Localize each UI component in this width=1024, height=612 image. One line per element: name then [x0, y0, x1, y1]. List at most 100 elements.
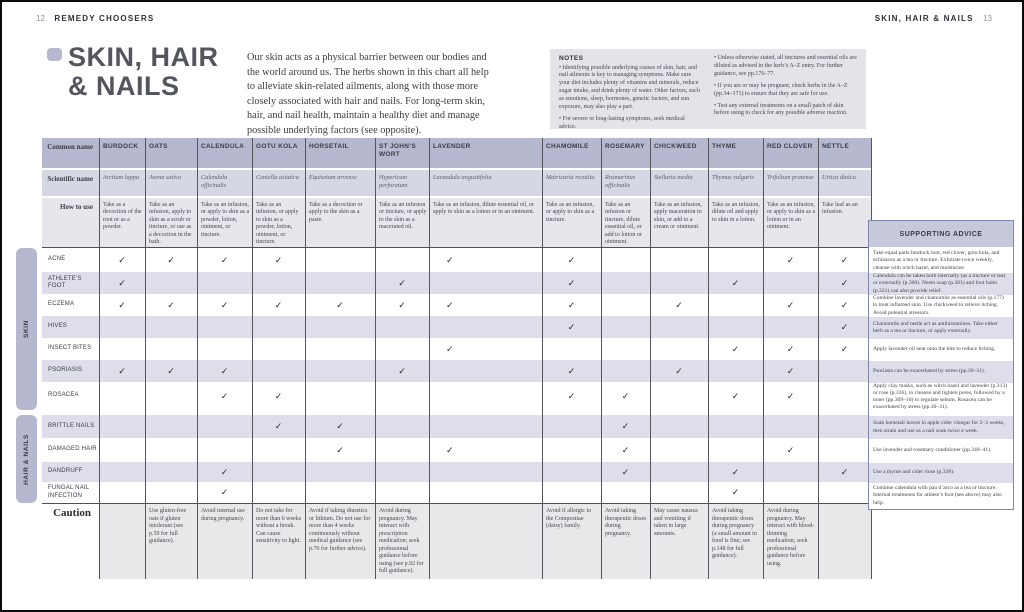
scientific-name-calendula: Calendula officinalis [201, 174, 228, 189]
check-mark-icon: ✓ [621, 466, 630, 477]
check-cell-nettle: ✓ [818, 248, 871, 272]
check-cell-chamomile [542, 438, 601, 462]
check-cell-chickweed [650, 316, 708, 338]
column-separator [252, 138, 253, 579]
herb-name-oats: OATS [149, 143, 168, 150]
check-cell-calendula: ✓ [197, 382, 252, 410]
check-cell-thyme [708, 316, 763, 338]
check-cell-gotu-kola [252, 438, 305, 462]
advice-row: Calendula can be taken both internally (… [869, 273, 1013, 295]
check-cell-oats [145, 482, 197, 503]
check-cell-st-johns-wort [375, 338, 429, 360]
advice-row: Combine calendula with pau d’arco as a t… [869, 483, 1013, 509]
column-separator [542, 138, 543, 579]
check-cell-thyme: ✓ [708, 272, 763, 294]
check-cell-chickweed [650, 438, 708, 462]
caution-row: Caution Use gluten-free oats if gluten in… [42, 504, 871, 579]
column-separator [197, 138, 198, 579]
header-row-how-to-use: How to use Take as a decoction of the roo… [42, 198, 871, 247]
check-cell-thyme: ✓ [708, 382, 763, 410]
check-cell-horsetail [305, 272, 375, 294]
check-mark-icon: ✓ [118, 254, 126, 265]
check-cell-horsetail: ✓ [305, 294, 375, 316]
check-cell-nettle [818, 360, 871, 382]
check-cell-calendula: ✓ [197, 482, 252, 503]
column-separator [305, 138, 306, 579]
check-cell-st-johns-wort [375, 316, 429, 338]
check-cell-oats: ✓ [145, 248, 197, 272]
row-label-caution: Caution [42, 504, 99, 579]
check-mark-icon: ✓ [220, 390, 229, 401]
check-cell-lavender [429, 415, 542, 438]
page-title-line2: & NAILS [68, 71, 180, 102]
check-cell-gotu-kola: ✓ [252, 294, 305, 316]
check-cell-horsetail [305, 462, 375, 482]
supporting-advice-heading: SUPPORTING ADVICE [869, 221, 1013, 247]
check-cell-chickweed [650, 415, 708, 438]
page-number-right: 13 [983, 14, 992, 23]
page-title-line1: SKIN, HAIR [68, 42, 219, 72]
check-cell-chamomile: ✓ [542, 294, 601, 316]
check-cell-burdock [99, 462, 145, 482]
advice-row: Use lavender and rosemary conditioner (p… [869, 439, 1013, 463]
check-cell-horsetail [305, 360, 375, 382]
check-mark-icon: ✓ [118, 299, 126, 310]
check-cell-rosemary [601, 294, 650, 316]
scientific-name-lavender: Lavandula angustifolia [433, 174, 492, 181]
group-label-hair-nails: HAIR & NAILS [16, 415, 37, 503]
check-cell-chickweed [650, 272, 708, 294]
check-cell-chamomile: ✓ [542, 360, 601, 382]
check-mark-icon: ✓ [220, 254, 229, 265]
check-cell-red-clover [763, 415, 818, 438]
check-mark-icon: ✓ [274, 299, 283, 310]
check-cell-lavender [429, 360, 542, 382]
check-cell-lavender: ✓ [429, 338, 542, 360]
caution-lavender [429, 504, 542, 579]
check-cell-gotu-kola [252, 482, 305, 503]
check-cell-rosemary: ✓ [601, 382, 650, 410]
check-cell-st-johns-wort [375, 415, 429, 438]
check-cell-burdock [99, 415, 145, 438]
table-row-acne: ACNE ✓ ✓ ✓ ✓ ✓ ✓ ✓ ✓ [42, 248, 871, 272]
check-mark-icon: ✓ [786, 365, 795, 376]
check-cell-red-clover [763, 316, 818, 338]
check-cell-chickweed [650, 338, 708, 360]
check-mark-icon: ✓ [446, 254, 454, 265]
check-cell-nettle [818, 415, 871, 438]
notes-bullet: • Identifying possible underlying causes… [559, 64, 700, 111]
check-cell-lavender [429, 316, 542, 338]
check-cell-red-clover [763, 462, 818, 482]
how-to-use-chamomile: Take as an infusion, or apply to skin as… [546, 202, 595, 223]
title-bullet-icon [47, 48, 62, 61]
check-mark-icon: ✓ [336, 421, 344, 431]
check-cell-red-clover: ✓ [763, 338, 818, 360]
caution-st-johns-wort: Avoid during pregnancy. May interact wit… [375, 504, 429, 579]
advice-row: Apply clay masks, such as witch hazel an… [869, 383, 1013, 411]
running-header-right-label: SKIN, HAIR & NAILS [874, 14, 974, 23]
herb-name-rosemary: ROSEMARY [605, 143, 645, 150]
how-to-use-gotu-kola: Take as an infusion, or apply to skin as… [256, 202, 299, 246]
scientific-name-burdock: Arctium lappa [103, 174, 139, 181]
check-cell-gotu-kola [252, 316, 305, 338]
row-label-how-to-use: How to use [59, 203, 93, 211]
check-cell-chamomile [542, 338, 601, 360]
check-cell-chamomile: ✓ [542, 382, 601, 410]
check-mark-icon: ✓ [398, 299, 406, 310]
scientific-name-st-johns-wort: Hypericum perforatum [379, 174, 408, 189]
check-mark-icon: ✓ [274, 390, 283, 401]
check-cell-burdock: ✓ [99, 272, 145, 294]
check-cell-chamomile: ✓ [542, 272, 601, 294]
check-mark-icon: ✓ [220, 299, 229, 310]
check-cell-red-clover: ✓ [763, 438, 818, 462]
how-to-use-chickweed: Take as an infusion, apply maceration to… [654, 202, 702, 231]
check-cell-calendula: ✓ [197, 462, 252, 482]
check-cell-chickweed [650, 248, 708, 272]
check-cell-oats [145, 338, 197, 360]
check-cell-st-johns-wort: ✓ [375, 294, 429, 316]
check-mark-icon: ✓ [118, 365, 126, 376]
scientific-name-nettle: Urtica dioica [822, 174, 856, 181]
check-cell-gotu-kola [252, 360, 305, 382]
check-mark-icon: ✓ [167, 365, 175, 376]
check-cell-red-clover: ✓ [763, 248, 818, 272]
table-row-brittle-nails: BRITTLE NAILS ✓ ✓ ✓ [42, 415, 871, 438]
